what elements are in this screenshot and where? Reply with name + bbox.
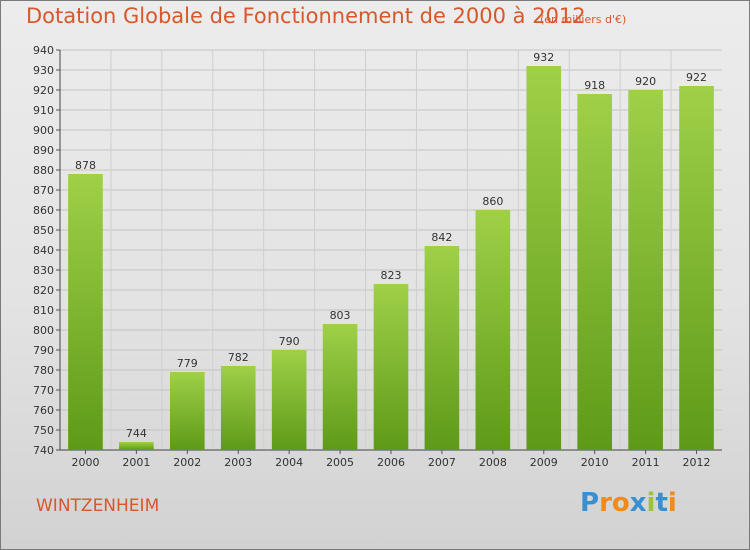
y-tick-label: 930 bbox=[33, 64, 54, 77]
x-tick-label-2006: 2006 bbox=[377, 456, 405, 469]
bar-2001 bbox=[119, 442, 154, 450]
y-tick-label: 750 bbox=[33, 424, 54, 437]
value-label-2012: 922 bbox=[686, 71, 707, 84]
logo-letter: i bbox=[646, 488, 656, 518]
value-label-2011: 920 bbox=[635, 75, 656, 88]
y-tick-label: 740 bbox=[33, 444, 54, 457]
value-label-2000: 878 bbox=[75, 159, 96, 172]
x-tick-label-2002: 2002 bbox=[173, 456, 201, 469]
value-label-2003: 782 bbox=[228, 351, 249, 364]
x-tick-label-2009: 2009 bbox=[530, 456, 558, 469]
x-tick-label-2000: 2000 bbox=[71, 456, 99, 469]
value-label-2010: 918 bbox=[584, 79, 605, 92]
bar-2012 bbox=[679, 86, 714, 450]
y-tick-label: 910 bbox=[33, 104, 54, 117]
x-tick-label-2010: 2010 bbox=[581, 456, 609, 469]
bar-2010 bbox=[577, 94, 613, 450]
y-tick-label: 870 bbox=[33, 184, 54, 197]
value-label-2006: 823 bbox=[381, 269, 402, 282]
value-label-2004: 790 bbox=[279, 335, 300, 348]
y-tick-label: 800 bbox=[33, 324, 54, 337]
labels: 740 750 760 770 780 790 800 810 820 830 840 850 860 8… bbox=[33, 44, 711, 469]
y-tick-label: 840 bbox=[33, 244, 54, 257]
x-tick-label-2007: 2007 bbox=[428, 456, 456, 469]
x-tick-label-2005: 2005 bbox=[326, 456, 354, 469]
bars bbox=[68, 66, 714, 450]
y-tick-label: 760 bbox=[33, 404, 54, 417]
bar-2009 bbox=[526, 66, 562, 450]
y-tick-label: 820 bbox=[33, 284, 54, 297]
y-tick-label: 860 bbox=[33, 204, 54, 217]
x-tick-label-2001: 2001 bbox=[122, 456, 150, 469]
y-tick-label: 880 bbox=[33, 164, 54, 177]
x-tick-label-2012: 2012 bbox=[683, 456, 711, 469]
logo-letter: r bbox=[599, 488, 612, 518]
value-label-2009: 932 bbox=[533, 51, 554, 64]
x-tick-label-2003: 2003 bbox=[224, 456, 252, 469]
logo-letter: P bbox=[580, 488, 600, 518]
bar-2005 bbox=[322, 324, 358, 450]
bar-2007 bbox=[424, 246, 460, 450]
x-tick-label-2011: 2011 bbox=[632, 456, 660, 469]
chart-subtitle: (en milliers d'€) bbox=[540, 13, 627, 26]
proxiti-logo: Proxiti bbox=[580, 488, 677, 518]
x-tick-label-2004: 2004 bbox=[275, 456, 303, 469]
bar-2006 bbox=[373, 284, 409, 450]
value-label-2002: 779 bbox=[177, 357, 198, 370]
y-tick-label: 810 bbox=[33, 304, 54, 317]
y-tick-label: 850 bbox=[33, 224, 54, 237]
value-label-2008: 860 bbox=[482, 195, 503, 208]
commune-name: WINTZENHEIM bbox=[36, 496, 160, 516]
y-tick-label: 830 bbox=[33, 264, 54, 277]
bar-2008 bbox=[475, 210, 511, 450]
bar-2004 bbox=[271, 350, 307, 450]
logo-letter: i bbox=[667, 488, 677, 518]
bar-2002 bbox=[169, 372, 205, 450]
value-label-2007: 842 bbox=[431, 231, 452, 244]
y-tick-label: 780 bbox=[33, 364, 54, 377]
x-tick-label-2008: 2008 bbox=[479, 456, 507, 469]
value-label-2005: 803 bbox=[330, 309, 351, 322]
logo-text: Proxiti bbox=[580, 488, 677, 518]
logo-letter: t bbox=[655, 488, 668, 518]
y-tick-label: 770 bbox=[33, 384, 54, 397]
logo-letter: x bbox=[629, 488, 647, 518]
y-tick-label: 920 bbox=[33, 84, 54, 97]
logo-letter: o bbox=[611, 488, 630, 518]
bar-2000 bbox=[68, 174, 103, 450]
chart-title: Dotation Globale de Fonctionnement de 20… bbox=[26, 4, 586, 28]
bar-2003 bbox=[220, 366, 256, 450]
y-tick-label: 900 bbox=[33, 124, 54, 137]
y-tick-label: 890 bbox=[33, 144, 54, 157]
value-label-2001: 744 bbox=[126, 427, 147, 440]
y-tick-label: 940 bbox=[33, 44, 54, 57]
y-tick-label: 790 bbox=[33, 344, 54, 357]
bar-2011 bbox=[628, 90, 663, 450]
